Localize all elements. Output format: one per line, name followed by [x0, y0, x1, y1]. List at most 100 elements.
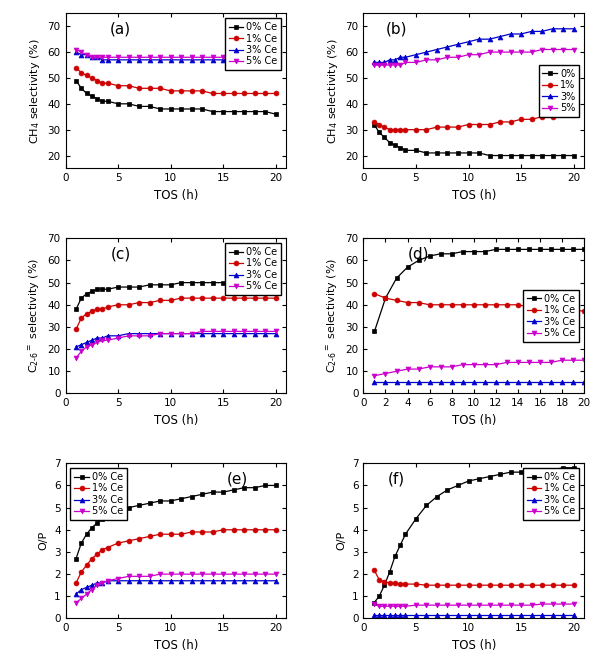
0% Ce	[135, 501, 142, 509]
5% Ce	[496, 601, 504, 609]
5% Ce	[73, 354, 80, 362]
0% Ce	[392, 553, 399, 561]
0% Ce	[73, 555, 80, 563]
3% Ce	[167, 577, 174, 585]
3% Ce	[114, 56, 122, 64]
1% Ce	[135, 535, 142, 543]
1% Ce	[114, 539, 122, 547]
3% Ce	[77, 586, 85, 594]
5% Ce	[99, 53, 106, 61]
0%	[370, 120, 377, 128]
0%	[396, 144, 403, 152]
1% Ce	[73, 579, 80, 587]
3% Ce	[272, 330, 280, 338]
3% Ce	[470, 378, 477, 386]
1% Ce	[476, 581, 483, 589]
3% Ce	[188, 330, 195, 338]
Line: 0% Ce: 0% Ce	[74, 278, 278, 312]
3% Ce	[558, 378, 566, 386]
3% Ce	[178, 577, 185, 585]
3% Ce	[241, 330, 248, 338]
0% Ce	[104, 285, 111, 293]
3% Ce	[104, 332, 111, 340]
5% Ce	[547, 358, 554, 366]
3% Ce	[157, 330, 164, 338]
5% Ce	[581, 356, 588, 364]
1% Ce	[444, 581, 451, 589]
Y-axis label: O/P: O/P	[336, 531, 346, 551]
1% Ce	[125, 82, 132, 90]
1% Ce	[209, 294, 216, 302]
1% Ce	[198, 294, 206, 302]
5% Ce	[230, 53, 237, 61]
0% Ce	[528, 466, 535, 474]
5% Ce	[77, 595, 85, 602]
0%	[444, 149, 451, 157]
1% Ce	[251, 294, 258, 302]
5%	[496, 48, 504, 56]
3% Ce	[437, 378, 444, 386]
5%	[476, 51, 483, 59]
3%	[392, 56, 399, 64]
1% Ce	[558, 305, 566, 313]
5% Ce	[104, 53, 111, 61]
1% Ce	[209, 528, 216, 536]
5% Ce	[125, 332, 132, 340]
3% Ce	[219, 330, 226, 338]
5% Ce	[135, 573, 142, 581]
0% Ce	[507, 468, 514, 476]
Legend: 0%, 1%, 3%, 5%: 0%, 1%, 3%, 5%	[539, 65, 579, 117]
5% Ce	[167, 570, 174, 578]
1% Ce	[88, 307, 95, 315]
1% Ce	[465, 581, 472, 589]
1%	[507, 118, 514, 126]
0% Ce	[167, 497, 174, 505]
1%	[528, 115, 535, 123]
5% Ce	[433, 601, 440, 609]
3% Ce	[73, 590, 80, 598]
0%	[465, 149, 472, 157]
3% Ce	[503, 378, 510, 386]
3% Ce	[569, 378, 576, 386]
3%	[396, 53, 403, 61]
0%	[423, 149, 430, 157]
3% Ce	[423, 611, 430, 619]
0% Ce	[560, 464, 567, 471]
1% Ce	[241, 526, 248, 534]
5% Ce	[188, 570, 195, 578]
1% Ce	[370, 566, 377, 574]
1%	[392, 126, 399, 134]
5% Ce	[88, 53, 95, 61]
5% Ce	[167, 330, 174, 338]
5% Ce	[465, 601, 472, 609]
0% Ce	[371, 327, 378, 335]
1% Ce	[114, 301, 122, 309]
5% Ce	[209, 327, 216, 335]
5%	[375, 61, 383, 69]
0% Ce	[503, 245, 510, 253]
0% Ce	[83, 530, 90, 538]
0% Ce	[125, 283, 132, 291]
5% Ce	[459, 360, 466, 368]
0%	[570, 152, 577, 160]
1% Ce	[525, 303, 532, 311]
3% Ce	[241, 577, 248, 585]
1%	[423, 126, 430, 134]
5% Ce	[94, 53, 101, 61]
1% Ce	[178, 530, 185, 538]
5% Ce	[536, 358, 544, 366]
Legend: 0% Ce, 1% Ce, 3% Ce, 5% Ce: 0% Ce, 1% Ce, 3% Ce, 5% Ce	[523, 290, 579, 342]
3% Ce	[83, 338, 90, 346]
0% Ce	[230, 279, 237, 287]
5% Ce	[167, 53, 174, 61]
3% Ce	[157, 577, 164, 585]
0% Ce	[444, 486, 451, 494]
1% Ce	[125, 537, 132, 545]
5% Ce	[83, 51, 90, 59]
0% Ce	[114, 100, 122, 108]
1% Ce	[569, 305, 576, 313]
5% Ce	[448, 363, 455, 371]
5% Ce	[402, 602, 409, 610]
1% Ce	[375, 576, 383, 584]
0% Ce	[94, 94, 101, 102]
